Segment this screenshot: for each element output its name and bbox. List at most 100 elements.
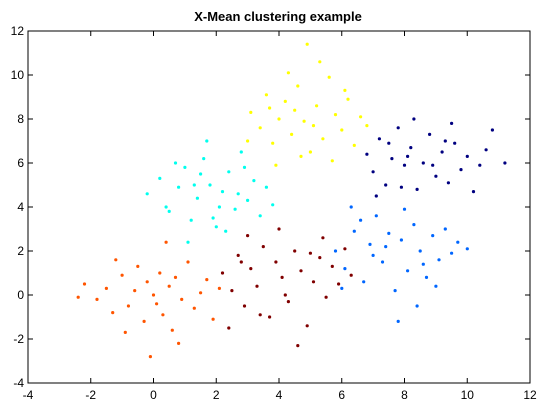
scatter-point-s0-p10	[151, 293, 156, 297]
scatter-point-s3-p4	[277, 117, 281, 121]
scatter-point-s5-p27	[406, 154, 410, 158]
scatter-point-s4-p3	[362, 280, 366, 284]
scatter-point-s1-p3	[242, 304, 247, 308]
scatter-point-s5-p10	[428, 132, 432, 136]
scatter-point-s1-p15	[318, 256, 322, 260]
scatter-point-s2-p19	[205, 139, 209, 143]
scatter-point-s3-p12	[327, 75, 331, 79]
scatter-point-s0-p26	[164, 240, 168, 244]
scatter-point-s4-p11	[412, 223, 416, 227]
scatter-point-s5-p6	[402, 163, 407, 167]
plot-area	[27, 30, 531, 384]
x-tick-label: 4	[276, 388, 283, 402]
scatter-point-s4-p19	[349, 205, 353, 209]
scatter-point-s5-p3	[384, 183, 388, 187]
scatter-point-s4-p10	[406, 269, 410, 273]
scatter-point-s0-p28	[177, 341, 181, 345]
x-tick-label: 12	[523, 388, 537, 402]
scatter-point-s0-p6	[133, 289, 137, 293]
x-tick-label: 8	[401, 388, 408, 402]
scatter-point-s3-p25	[343, 88, 347, 92]
scatter-point-s0-p7	[136, 264, 140, 268]
scatter-point-s4-p27	[384, 245, 388, 249]
scatter-point-s4-p6	[380, 260, 385, 264]
scatter-point-s5-p11	[434, 174, 438, 178]
scatter-point-s4-p18	[456, 240, 460, 244]
scatter-point-s2-p13	[239, 150, 243, 154]
scatter-point-s2-p10	[220, 190, 225, 194]
scatter-point-s0-p29	[76, 295, 80, 299]
y-tick-label: 8	[17, 112, 24, 126]
y-tick-label: 6	[17, 156, 24, 170]
scatter-point-s1-p16	[324, 295, 328, 299]
chart-title: X-Mean clustering example	[194, 9, 362, 24]
scatter-point-s4-p12	[418, 249, 422, 253]
scatter-point-s4-p24	[371, 253, 375, 257]
scatter-point-s5-p22	[412, 117, 416, 121]
scatter-point-s4-p4	[368, 242, 372, 246]
axis-ticks: -4 -2 0 2 4 6 8 10 12 -4 -2 0 2 4 6 8 10 12	[11, 24, 537, 402]
scatter-point-s4-p21	[415, 304, 419, 308]
scatter-point-s2-p24	[271, 203, 275, 207]
scatter-point-s2-p21	[164, 205, 168, 209]
scatter-point-s1-p5	[255, 284, 259, 288]
scatter-point-s0-p22	[211, 317, 215, 321]
scatter-point-s2-p5	[189, 218, 193, 222]
scatter-point-s5-p14	[453, 141, 457, 145]
scatter-point-s0-p21	[205, 278, 209, 282]
scatter-point-s4-p1	[343, 267, 347, 271]
scatter-point-s1-p2	[236, 253, 240, 257]
scatter-point-s3-p6	[290, 132, 294, 136]
scatter-point-s4-p20	[396, 319, 400, 323]
scatter-point-s1-p10	[286, 300, 290, 304]
scatter-point-s4-p23	[340, 286, 344, 290]
scatter-point-s4-p14	[431, 234, 435, 238]
scatter-point-s2-p22	[199, 172, 203, 176]
scatter-point-s3-p22	[246, 139, 250, 143]
scatter-point-s1-p25	[258, 313, 262, 317]
scatter-point-s5-p20	[490, 128, 494, 132]
y-tick-label: 12	[11, 24, 25, 38]
scatter-point-s3-p18	[274, 163, 278, 167]
scatter-point-s1-p7	[268, 315, 272, 319]
scatter-point-s2-p29	[192, 183, 196, 187]
scatter-point-s1-p6	[261, 245, 265, 249]
scatter-point-s4-p26	[434, 284, 438, 288]
scatter-point-s5-p18	[478, 163, 482, 167]
scatter-point-s1-p26	[283, 293, 287, 297]
scatter-point-s3-p15	[346, 97, 350, 101]
scatter-point-s5-p25	[431, 163, 435, 167]
scatter-point-s5-p23	[450, 121, 454, 125]
scatter-point-s2-p12	[233, 207, 237, 211]
scatter-point-s4-p29	[359, 218, 363, 222]
scatter-point-s1-p1	[230, 289, 234, 293]
y-tick-label: 10	[11, 68, 25, 82]
scatter-point-s2-p3	[177, 185, 181, 189]
scatter-point-s5-p17	[471, 190, 476, 194]
y-tick-label: -4	[13, 376, 24, 390]
scatter-point-s5-p5	[396, 126, 400, 130]
scatter-point-s4-p5	[374, 214, 378, 218]
scatter-point-s2-p20	[224, 229, 228, 233]
scatter-point-s1-p14	[311, 280, 316, 284]
scatter-point-s3-p7	[296, 84, 300, 88]
scatter-point-s0-p20	[199, 291, 203, 295]
scatter-point-s2-p15	[252, 179, 256, 183]
x-tick-label: 0	[150, 388, 157, 402]
scatter-point-s2-p27	[211, 216, 215, 220]
y-tick-label: 0	[17, 288, 24, 302]
scatter-point-s0-p23	[217, 286, 221, 290]
scatter-point-s1-p13	[305, 324, 309, 328]
scatter-point-s0-p25	[123, 330, 127, 334]
scatter-point-s2-p11	[227, 170, 231, 174]
scatter-point-s3-p23	[293, 108, 297, 112]
x-tick-label: -2	[85, 388, 96, 402]
scatter-point-s4-p25	[402, 207, 407, 211]
scatter-point-s4-p13	[424, 275, 429, 279]
scatter-point-s0-p12	[158, 271, 162, 275]
scatter-point-s2-p4	[183, 165, 187, 169]
scatter-point-s3-p1	[258, 126, 262, 130]
scatter-point-s0-p5	[126, 304, 130, 308]
scatter-point-s2-p1	[158, 176, 162, 180]
scatter-point-s5-p29	[387, 141, 391, 145]
